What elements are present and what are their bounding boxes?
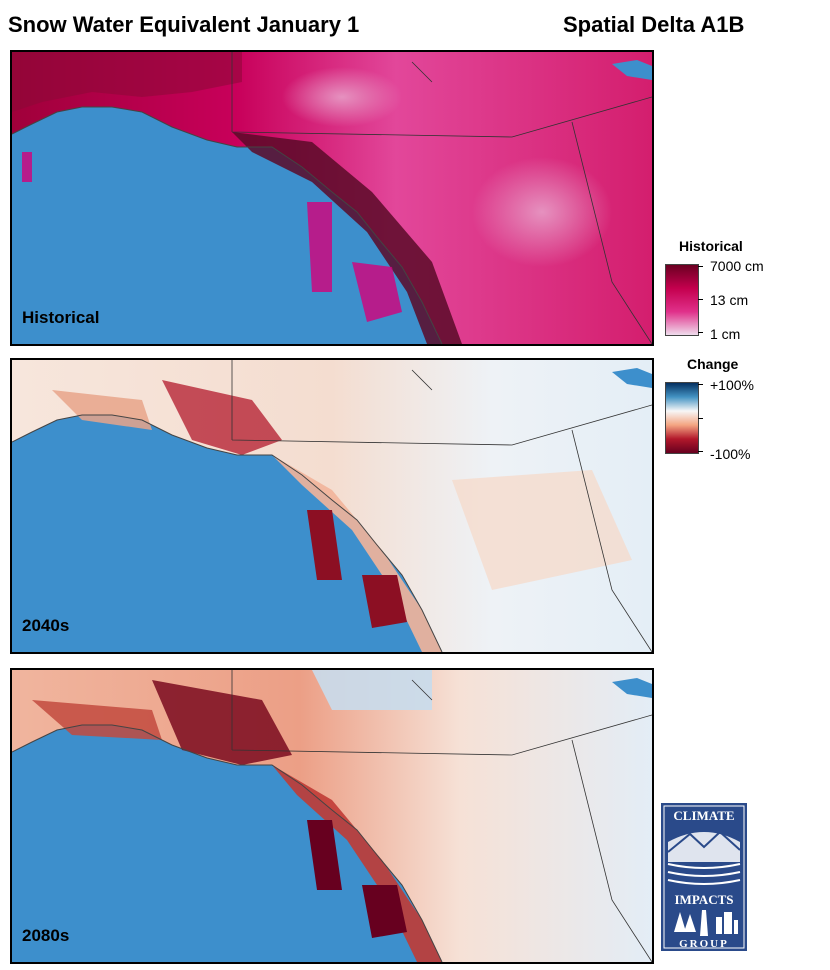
increase-area	[312, 670, 432, 710]
legend-historical-low: 1 cm	[710, 326, 741, 342]
legend-historical-colorbar	[665, 264, 699, 336]
panel-label: 2040s	[22, 616, 70, 635]
legend-tick	[698, 451, 703, 452]
borders	[231, 670, 652, 962]
decline-area	[52, 390, 152, 430]
mild-decline-area	[452, 470, 632, 590]
legend-tick	[698, 299, 703, 300]
strong-decline-islands	[307, 820, 407, 938]
logo-waterfall	[700, 910, 708, 936]
legend-tick	[698, 266, 703, 267]
legend-historical-mid: 13 cm	[710, 292, 749, 308]
coastline	[12, 106, 443, 344]
map-panel-2040s: 2040s	[10, 358, 654, 654]
high-elevation-area	[472, 157, 612, 267]
logo-fields	[667, 863, 741, 885]
logo-top-text: CLIMATE	[673, 808, 734, 823]
legend-historical-title: Historical	[679, 238, 743, 254]
panel-label: Historical	[22, 308, 100, 327]
land-region	[12, 52, 652, 344]
coastline	[12, 724, 443, 962]
legend-change-colorbar	[665, 382, 699, 454]
legend-tick	[698, 384, 703, 385]
strong-decline-islands	[307, 510, 407, 628]
land-region	[12, 670, 652, 962]
borders	[231, 360, 652, 652]
logo-middle-text: IMPACTS	[675, 892, 734, 907]
legend-historical-high: 7000 cm	[710, 258, 764, 274]
change-map-2040s	[12, 360, 652, 652]
coastal-islands	[22, 152, 402, 322]
lake	[612, 368, 652, 388]
coastal-mountain-band	[232, 132, 462, 344]
map-panel-historical: Historical	[10, 50, 654, 346]
strong-decline-area	[152, 680, 292, 765]
lake	[612, 678, 652, 698]
legend-change-low: -100%	[710, 446, 751, 462]
map-panel-2080s: 2080s	[10, 668, 654, 964]
map-title: Snow Water Equivalent January 1	[8, 12, 360, 37]
logo-ridge	[667, 830, 741, 853]
decline-area	[162, 380, 282, 455]
scenario-title: Spatial Delta A1B	[563, 12, 745, 37]
climate-impacts-group-logo: CLIMATE IMPACTS GROUP	[661, 803, 747, 951]
historical-map	[12, 52, 652, 344]
logo-trees	[674, 912, 696, 932]
northwest-band	[12, 52, 242, 112]
decline-area	[32, 700, 162, 740]
logo-buildings	[716, 912, 738, 934]
legend-tick	[698, 418, 703, 419]
legend-change-high: +100%	[710, 377, 754, 393]
legend-tick	[698, 332, 703, 333]
borders	[231, 52, 652, 344]
coastline	[12, 414, 443, 652]
logo-border	[663, 805, 745, 949]
panel-label: 2080s	[22, 926, 70, 945]
lake	[612, 60, 652, 80]
logo-bottom-text: GROUP	[679, 938, 729, 950]
change-map-2080s	[12, 670, 652, 962]
high-elevation-area	[282, 67, 402, 127]
legend-change-title: Change	[687, 356, 739, 372]
